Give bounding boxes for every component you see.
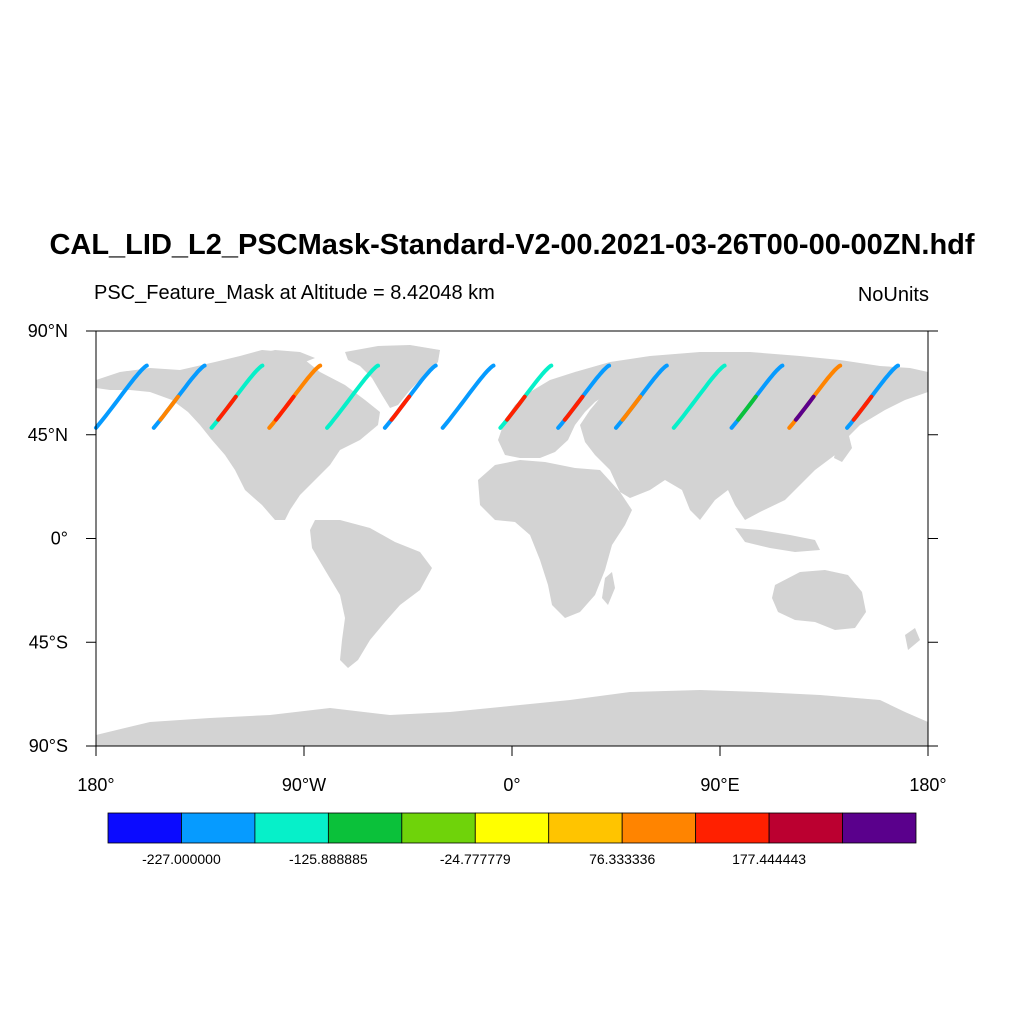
land-southeast-asia [735, 528, 820, 552]
land-north-america [96, 350, 380, 520]
land-antarctica [96, 690, 928, 746]
land-australia [772, 570, 866, 630]
colorbar-swatch [254, 812, 329, 844]
colorbar-label: -24.777779 [440, 851, 511, 867]
colorbar-label: -227.000000 [142, 851, 221, 867]
orbit-track-segment [273, 394, 296, 422]
orbit-track [94, 363, 149, 430]
land-masses [96, 345, 928, 746]
colorbar-label: -125.888885 [289, 851, 368, 867]
orbit-track-segment [216, 394, 238, 422]
latitude-axis: 90°N 45°N 0° 45°S 90°S [28, 321, 938, 756]
colorbar-swatch [181, 812, 256, 844]
orbit-track-segment [736, 394, 758, 422]
orbit-track-segment [158, 394, 180, 422]
lon-tick-label: 0° [503, 775, 520, 795]
colorbar-swatch [327, 812, 403, 844]
colorbar-swatch [695, 812, 770, 844]
land-madagascar [602, 572, 615, 605]
colorbar-label: 76.333336 [589, 851, 655, 867]
units-label: NoUnits [858, 284, 929, 306]
land-south-america [310, 520, 432, 668]
orbit-track-segment [793, 394, 816, 422]
orbit-track-segment [562, 394, 585, 422]
colorbar-swatch [107, 812, 182, 844]
orbit-track-segment [389, 394, 412, 422]
colorbar-label: 177.444443 [732, 851, 806, 867]
land-asia [575, 352, 928, 520]
lon-tick-label: 90°W [282, 775, 326, 795]
lat-tick-label: 45°N [28, 425, 68, 445]
land-greenland [345, 345, 440, 408]
longitude-axis: 180° 90°W 0° 90°E 180° [77, 746, 947, 795]
colorbar-swatch [401, 812, 476, 844]
lat-tick-label: 45°S [29, 632, 68, 652]
orbit-track-segment [505, 394, 527, 422]
land-new-zealand [905, 628, 920, 650]
orbit-track-segment [620, 394, 643, 422]
map-area: 90°N 45°N 0° 45°S 90°S 180° 90°W 0° 90°E 180° [28, 321, 947, 795]
colorbar-swatch [621, 812, 697, 844]
orbit-track [440, 363, 496, 430]
colorbar-swatch [768, 812, 843, 844]
land-japan [834, 432, 852, 462]
lon-tick-label: 180° [909, 775, 946, 795]
plot-title: CAL_LID_L2_PSCMask-Standard-V2-00.2021-0… [49, 229, 974, 261]
colorbar: -227.000000 -125.888885 -24.777779 76.33333… [107, 812, 917, 867]
plot-subtitle: PSC_Feature_Mask at Altitude = 8.42048 k… [94, 282, 495, 304]
land-arctic-islands [250, 350, 315, 364]
colorbar-swatch [842, 812, 917, 844]
lat-tick-label: 90°N [28, 321, 68, 341]
colorbar-swatch [548, 812, 623, 844]
colorbar-swatch [474, 812, 550, 844]
land-africa [478, 460, 632, 618]
orbit-track [325, 363, 380, 430]
lon-tick-label: 180° [77, 775, 114, 795]
orbit-track [671, 363, 727, 430]
lon-tick-label: 90°E [700, 775, 739, 795]
orbit-tracks [94, 363, 900, 430]
orbit-track-segment [851, 394, 874, 422]
lat-tick-label: 0° [51, 529, 68, 549]
lat-tick-label: 90°S [29, 736, 68, 756]
